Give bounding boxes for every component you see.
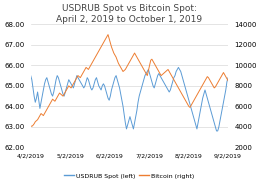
Bitcoin (right) [45,108,48,111]
USDRUB Spot (left) [118,87,121,89]
Bitcoin (right) [148,64,151,67]
Line: USDRUB Spot (left): USDRUB Spot (left) [31,67,228,131]
USDRUB Spot (left) [177,66,180,69]
Title: USDRUB Spot vs Bitcoin Spot:
April 2, 2019 to October 1, 2019: USDRUB Spot vs Bitcoin Spot: April 2, 20… [56,4,203,24]
Bitcoin (right) [94,56,97,58]
USDRUB Spot (left) [215,130,218,132]
USDRUB Spot (left) [227,76,230,79]
USDRUB Spot (left) [146,70,149,73]
USDRUB Spot (left) [134,115,137,118]
Bitcoin (right) [88,66,91,69]
USDRUB Spot (left) [44,79,47,81]
USDRUB Spot (left) [93,83,96,85]
Bitcoin (right) [29,125,32,127]
Legend: USDRUB Spot (left), Bitcoin (right): USDRUB Spot (left), Bitcoin (right) [62,171,197,181]
Line: Bitcoin (right): Bitcoin (right) [31,35,228,126]
Bitcoin (right) [137,58,140,60]
Bitcoin (right) [106,33,110,36]
Bitcoin (right) [227,80,230,82]
USDRUB Spot (left) [29,74,32,77]
Bitcoin (right) [30,125,33,128]
Bitcoin (right) [120,68,123,71]
USDRUB Spot (left) [87,79,90,81]
